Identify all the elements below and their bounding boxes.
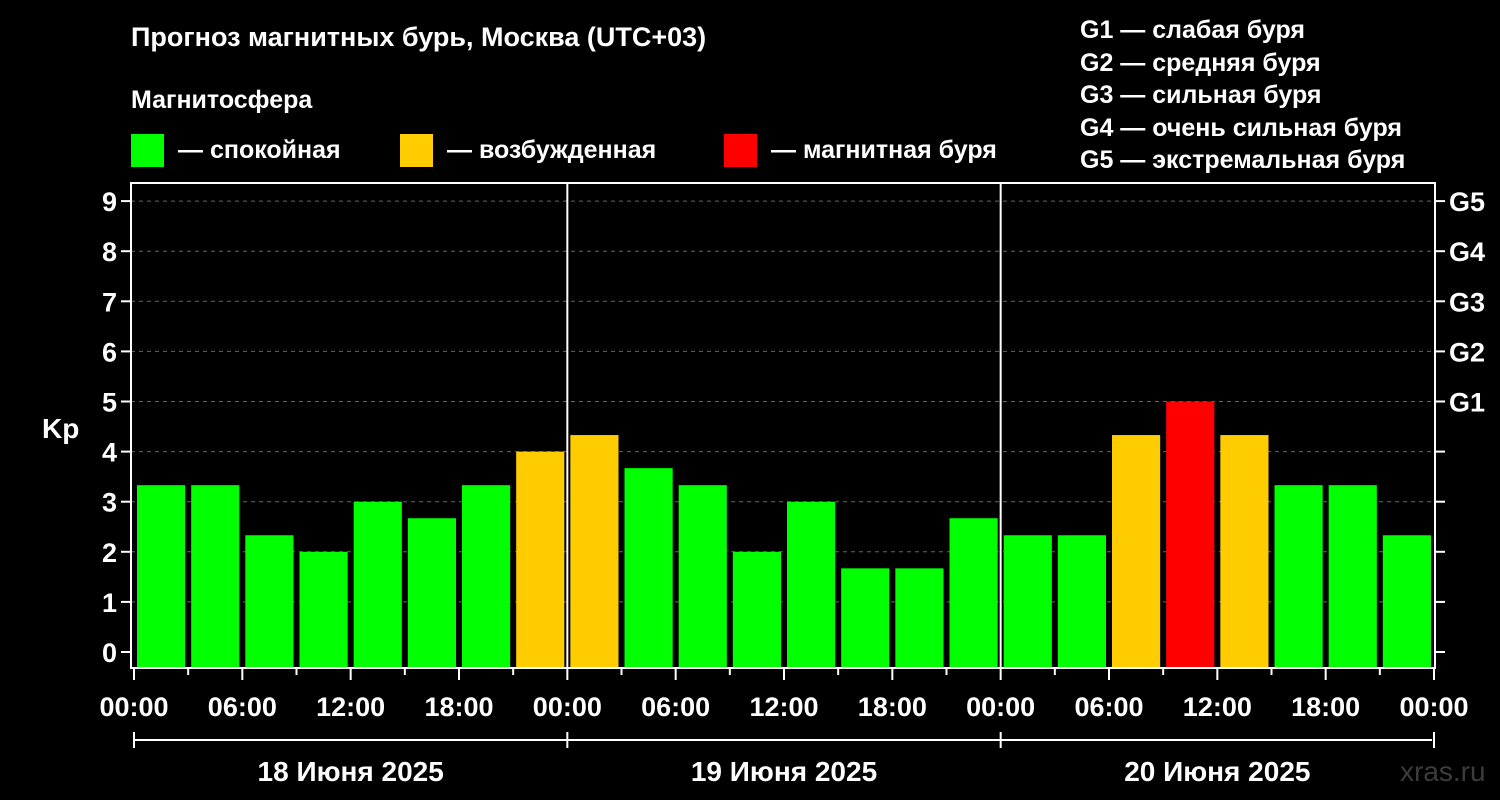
g-scale-item: G3 — сильная буря bbox=[1080, 81, 1322, 109]
x-tick-label: 12:00 bbox=[749, 692, 818, 722]
g-scale-axis-label: G3 bbox=[1449, 287, 1485, 317]
kp-bar bbox=[787, 501, 836, 668]
y-tick-label: 3 bbox=[102, 488, 117, 518]
watermark: xras.ru bbox=[1400, 756, 1486, 787]
kp-bar bbox=[245, 535, 294, 668]
legend-item-storm: — магнитная буря bbox=[724, 133, 997, 167]
kp-bar bbox=[299, 551, 348, 668]
day-label: 20 Июня 2025 bbox=[1124, 756, 1310, 787]
legend-heading: Магнитосфера bbox=[131, 86, 313, 114]
legend-label-quiet: — спокойная bbox=[178, 135, 341, 164]
kp-bar bbox=[895, 568, 944, 668]
x-tick-label: 06:00 bbox=[208, 692, 277, 722]
x-tick-label: 00:00 bbox=[533, 692, 602, 722]
y-tick-label: 5 bbox=[102, 388, 117, 418]
x-tick-label: 00:00 bbox=[966, 692, 1035, 722]
y-tick-label: 6 bbox=[102, 337, 117, 367]
y-tick-label: 4 bbox=[102, 438, 117, 468]
g-scale-item: G5 — экстремальная буря bbox=[1080, 146, 1406, 174]
y-tick-label: 2 bbox=[102, 538, 117, 568]
chart-title: Прогноз магнитных бурь, Москва (UTC+03) bbox=[131, 22, 707, 52]
kp-bar bbox=[732, 551, 781, 668]
g-scale-item: G4 — очень сильная буря bbox=[1080, 113, 1402, 142]
g-scale-axis-label: G4 bbox=[1449, 237, 1485, 267]
kp-bar bbox=[1328, 485, 1377, 668]
kp-bar bbox=[353, 501, 402, 668]
legend-label-active: — возбужденная bbox=[447, 135, 657, 164]
x-tick-label: 00:00 bbox=[99, 692, 168, 722]
kp-bar bbox=[1112, 435, 1161, 668]
legend-item-quiet: — спокойная bbox=[131, 133, 341, 167]
kp-bar bbox=[678, 485, 727, 668]
legend-swatch-active bbox=[400, 133, 433, 167]
x-tick-label: 00:00 bbox=[1399, 692, 1468, 722]
legend-swatch-quiet bbox=[131, 133, 164, 167]
y-tick-label: 7 bbox=[102, 287, 117, 317]
x-tick-label: 18:00 bbox=[858, 692, 927, 722]
g-scale-item: G1 — слабая буря bbox=[1080, 16, 1306, 44]
x-tick-label: 18:00 bbox=[1291, 692, 1360, 722]
g-scale-legend: G1 — слабая буря G2 — средняя буря G3 — … bbox=[1080, 14, 1405, 177]
kp-bar bbox=[137, 485, 186, 668]
y-tick-label: 9 bbox=[102, 187, 117, 217]
x-tick-label: 18:00 bbox=[424, 692, 493, 722]
y-tick-label: 0 bbox=[102, 638, 117, 668]
kp-bar bbox=[1057, 535, 1106, 668]
x-tick-label: 06:00 bbox=[641, 692, 710, 722]
x-tick-label: 12:00 bbox=[1183, 692, 1252, 722]
kp-bar bbox=[949, 518, 998, 668]
kp-bar bbox=[1382, 535, 1431, 668]
g-scale-axis-label: G2 bbox=[1449, 337, 1485, 367]
kp-bar bbox=[1003, 535, 1052, 668]
y-tick-label: 8 bbox=[102, 237, 117, 267]
kp-bar bbox=[516, 451, 565, 668]
y-tick-label: 1 bbox=[102, 588, 117, 618]
kp-bar bbox=[407, 518, 456, 668]
kp-bar bbox=[624, 468, 673, 668]
legend-item-active: — возбужденная bbox=[400, 133, 656, 167]
g-scale-axis-label: G5 bbox=[1449, 187, 1485, 217]
kp-bar bbox=[841, 568, 890, 668]
kp-bar bbox=[191, 485, 240, 668]
day-label: 18 Июня 2025 bbox=[258, 756, 444, 787]
kp-bar bbox=[1274, 485, 1323, 668]
x-tick-label: 06:00 bbox=[1074, 692, 1143, 722]
x-tick-label: 12:00 bbox=[316, 692, 385, 722]
legend-swatch-storm bbox=[724, 133, 757, 167]
kp-bar bbox=[570, 435, 619, 668]
y-axis-label: Kp bbox=[42, 413, 79, 444]
day-label: 19 Июня 2025 bbox=[691, 756, 877, 787]
g-scale-axis-label: G1 bbox=[1449, 388, 1485, 418]
legend-label-storm: — магнитная буря bbox=[771, 135, 997, 164]
kp-bar bbox=[462, 485, 511, 668]
kp-bar bbox=[1220, 435, 1269, 668]
kp-bar bbox=[1166, 401, 1215, 668]
g-scale-item: G2 — средняя буря bbox=[1080, 48, 1321, 77]
